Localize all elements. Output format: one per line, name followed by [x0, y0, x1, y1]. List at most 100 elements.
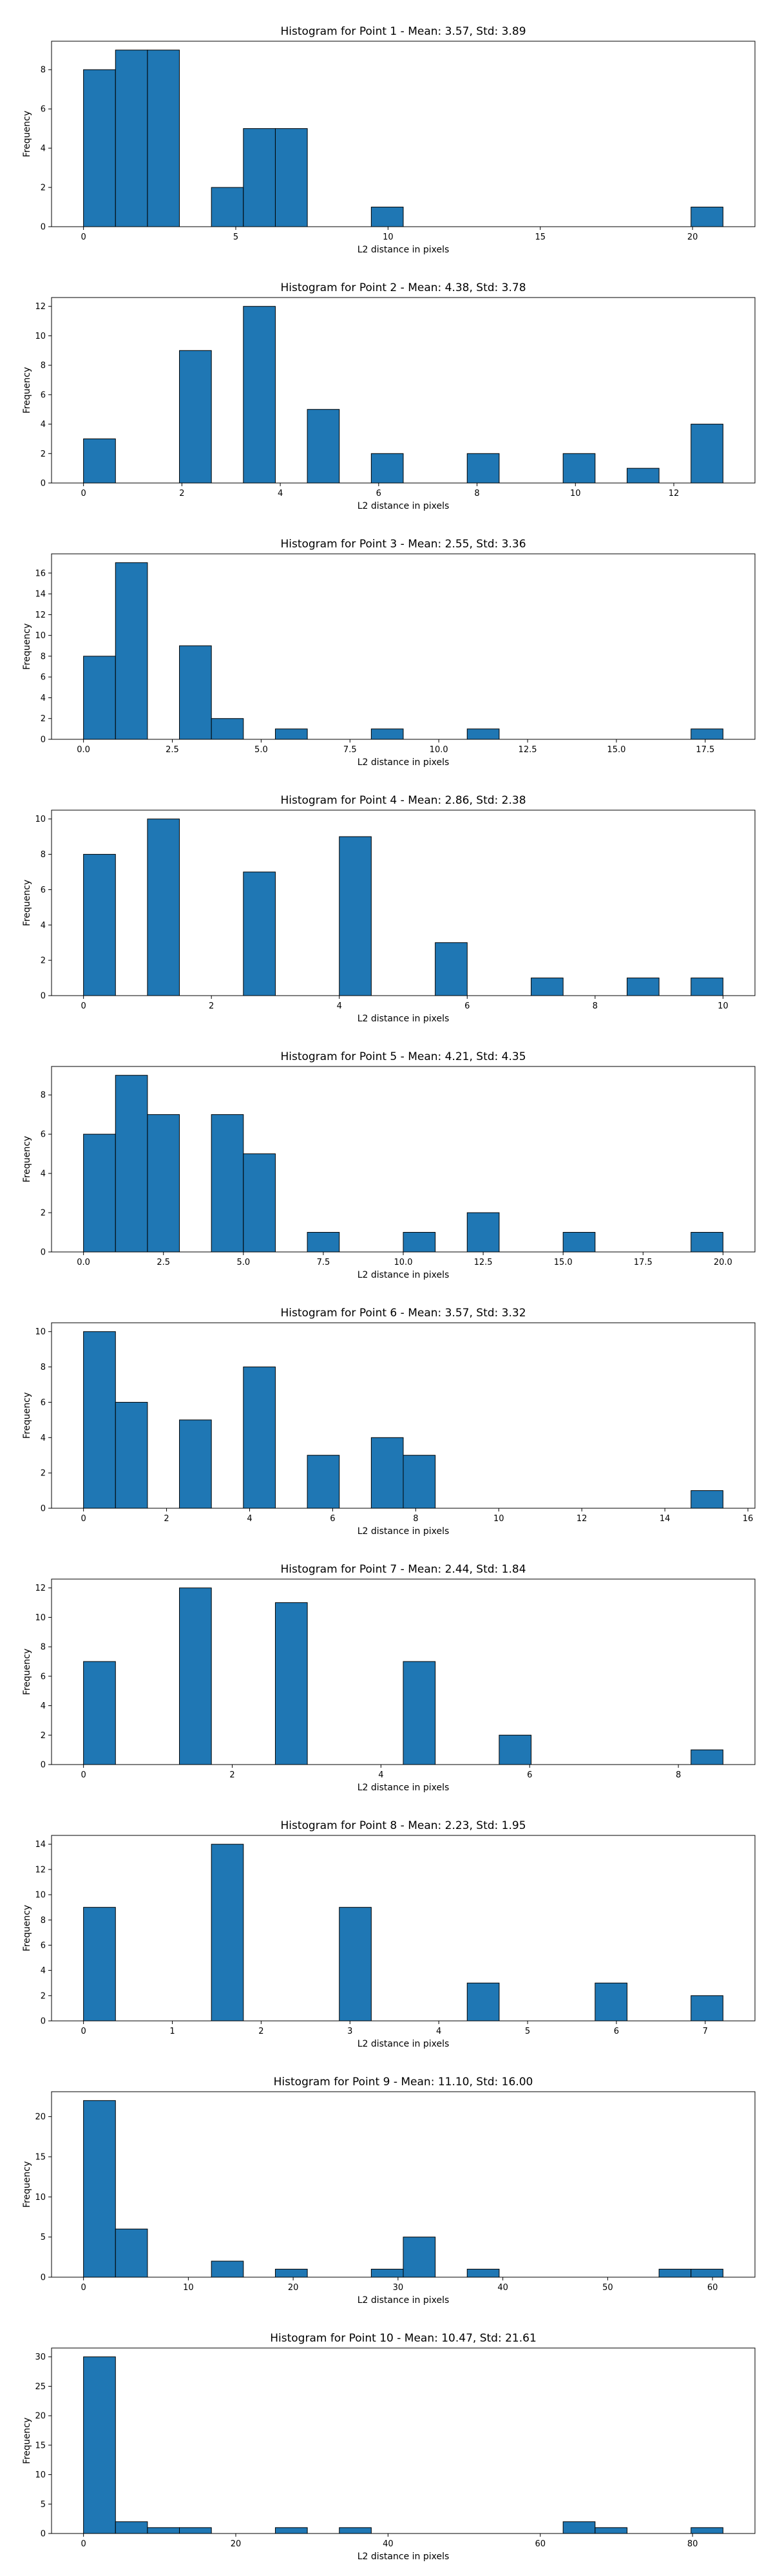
- histogram-bar: [83, 69, 116, 227]
- histogram-bar: [562, 1232, 596, 1253]
- y-tick-label: 0: [41, 1761, 46, 1770]
- x-tick-label: 40: [497, 2283, 508, 2293]
- histogram-bar: [370, 1437, 404, 1509]
- histogram-bar: [466, 2269, 500, 2278]
- chart-title: Histogram for Point 6 - Mean: 3.57, Std:…: [280, 1307, 526, 1320]
- y-tick-label: 12: [35, 1865, 46, 1875]
- axes-frame: [51, 553, 756, 740]
- y-axis-label: Frequency: [22, 880, 32, 926]
- histogram-bar: [179, 1419, 212, 1509]
- x-axis-label: L2 distance in pixels: [358, 245, 450, 255]
- x-tick-label: 10: [383, 232, 394, 242]
- histogram-bar: [83, 2356, 116, 2534]
- histogram-bar: [562, 453, 596, 484]
- histogram-bar: [243, 1367, 276, 1509]
- histogram-bar: [274, 728, 308, 740]
- histogram-bar: [466, 728, 500, 740]
- histogram-bar: [691, 1749, 723, 1765]
- x-tick-label: 5.0: [236, 1258, 250, 1267]
- y-tick-label: 15: [35, 2152, 46, 2162]
- y-tick-label: 2: [41, 714, 46, 724]
- y-axis-label: Frequency: [22, 367, 32, 413]
- x-axis-label: L2 distance in pixels: [358, 1270, 450, 1280]
- x-tick-label: 20.0: [714, 1258, 732, 1267]
- x-tick-label: 10.0: [430, 745, 448, 755]
- y-tick-label: 6: [41, 1672, 46, 1681]
- y-tick-label: 4: [41, 921, 46, 931]
- x-tick-label: 12.5: [519, 745, 537, 755]
- y-tick-label: 2: [41, 450, 46, 459]
- y-axis-label: Frequency: [22, 2161, 32, 2208]
- y-axis-label: Frequency: [22, 2418, 32, 2464]
- y-tick-label: 10: [35, 2193, 46, 2202]
- y-tick-label: 14: [35, 1840, 46, 1850]
- histogram-bar: [499, 1734, 532, 1765]
- chart-title: Histogram for Point 5 - Mean: 4.21, Std:…: [280, 1050, 526, 1063]
- x-tick-label: 5.0: [254, 745, 268, 755]
- histogram-bar: [211, 2260, 244, 2278]
- x-tick-label: 0: [81, 2283, 86, 2293]
- y-tick-label: 8: [41, 1363, 46, 1372]
- x-axis-label: L2 distance in pixels: [358, 1526, 450, 1537]
- x-tick-label: 10: [718, 1001, 729, 1011]
- y-tick-label: 8: [41, 66, 46, 75]
- y-axis-label: Frequency: [22, 1649, 32, 1695]
- y-axis-label: Frequency: [22, 1392, 32, 1439]
- y-tick-label: 6: [41, 390, 46, 400]
- y-tick-label: 6: [41, 1941, 46, 1951]
- x-tick-label: 2: [258, 2027, 263, 2036]
- axes-frame: [51, 1835, 756, 2022]
- x-tick-label: 6: [376, 489, 381, 498]
- histogram-bar: [466, 453, 500, 484]
- x-tick-label: 1: [169, 2027, 175, 2036]
- y-tick-label: 6: [41, 1398, 46, 1408]
- y-tick-label: 4: [41, 1701, 46, 1711]
- x-tick-label: 0: [81, 1770, 86, 1780]
- histogram-panel-2: Histogram for Point 2 - Mean: 4.38, Std:…: [22, 281, 756, 511]
- x-tick-label: 4: [247, 1514, 252, 1524]
- y-tick-label: 8: [41, 1916, 46, 1926]
- histogram-bar: [115, 2521, 148, 2534]
- y-tick-label: 0: [41, 735, 46, 745]
- y-tick-label: 2: [41, 1469, 46, 1479]
- histogram-bar: [691, 2269, 723, 2278]
- x-tick-label: 6: [330, 1514, 335, 1524]
- histogram-bar: [115, 2228, 148, 2278]
- axes-frame: [51, 1322, 756, 1509]
- y-tick-label: 5: [41, 2500, 46, 2510]
- x-axis-label: L2 distance in pixels: [358, 1783, 450, 1793]
- y-tick-label: 0: [41, 1248, 46, 1258]
- histogram-panel-4: Histogram for Point 4 - Mean: 2.86, Std:…: [22, 794, 756, 1024]
- y-axis-label: Frequency: [22, 1905, 32, 1951]
- histogram-bar: [179, 645, 212, 740]
- histogram-bar: [403, 1661, 436, 1765]
- histogram-bar: [691, 978, 723, 996]
- x-tick-label: 7: [703, 2027, 708, 2036]
- x-tick-label: 60: [535, 2539, 546, 2549]
- histogram-bar: [83, 2100, 116, 2278]
- y-tick-label: 10: [35, 1613, 46, 1623]
- y-tick-label: 8: [41, 1643, 46, 1653]
- axes-frame: [51, 41, 756, 227]
- histogram-bar: [147, 2527, 180, 2534]
- histogram-panel-1: Histogram for Point 1 - Mean: 3.57, Std:…: [22, 25, 756, 255]
- y-tick-label: 2: [41, 1209, 46, 1218]
- x-tick-label: 8: [676, 1770, 681, 1780]
- axes-frame: [51, 1578, 756, 1765]
- x-tick-label: 0: [81, 1514, 86, 1524]
- y-tick-label: 10: [35, 1327, 46, 1337]
- y-tick-label: 2: [41, 956, 46, 966]
- y-tick-label: 12: [35, 611, 46, 620]
- histogram-bar: [211, 1114, 244, 1253]
- histogram-panel-7: Histogram for Point 7 - Mean: 2.44, Std:…: [22, 1563, 756, 1793]
- chart-title: Histogram for Point 1 - Mean: 3.57, Std:…: [280, 25, 526, 38]
- x-tick-label: 14: [660, 1514, 671, 1524]
- y-tick-label: 12: [35, 1584, 46, 1593]
- y-tick-label: 4: [41, 1966, 46, 1976]
- x-tick-label: 50: [602, 2283, 613, 2293]
- histogram-bar: [83, 1907, 116, 2022]
- histogram-bar: [339, 836, 372, 996]
- histogram-bar: [370, 207, 404, 227]
- y-tick-label: 10: [35, 631, 46, 641]
- histogram-bar: [147, 819, 180, 996]
